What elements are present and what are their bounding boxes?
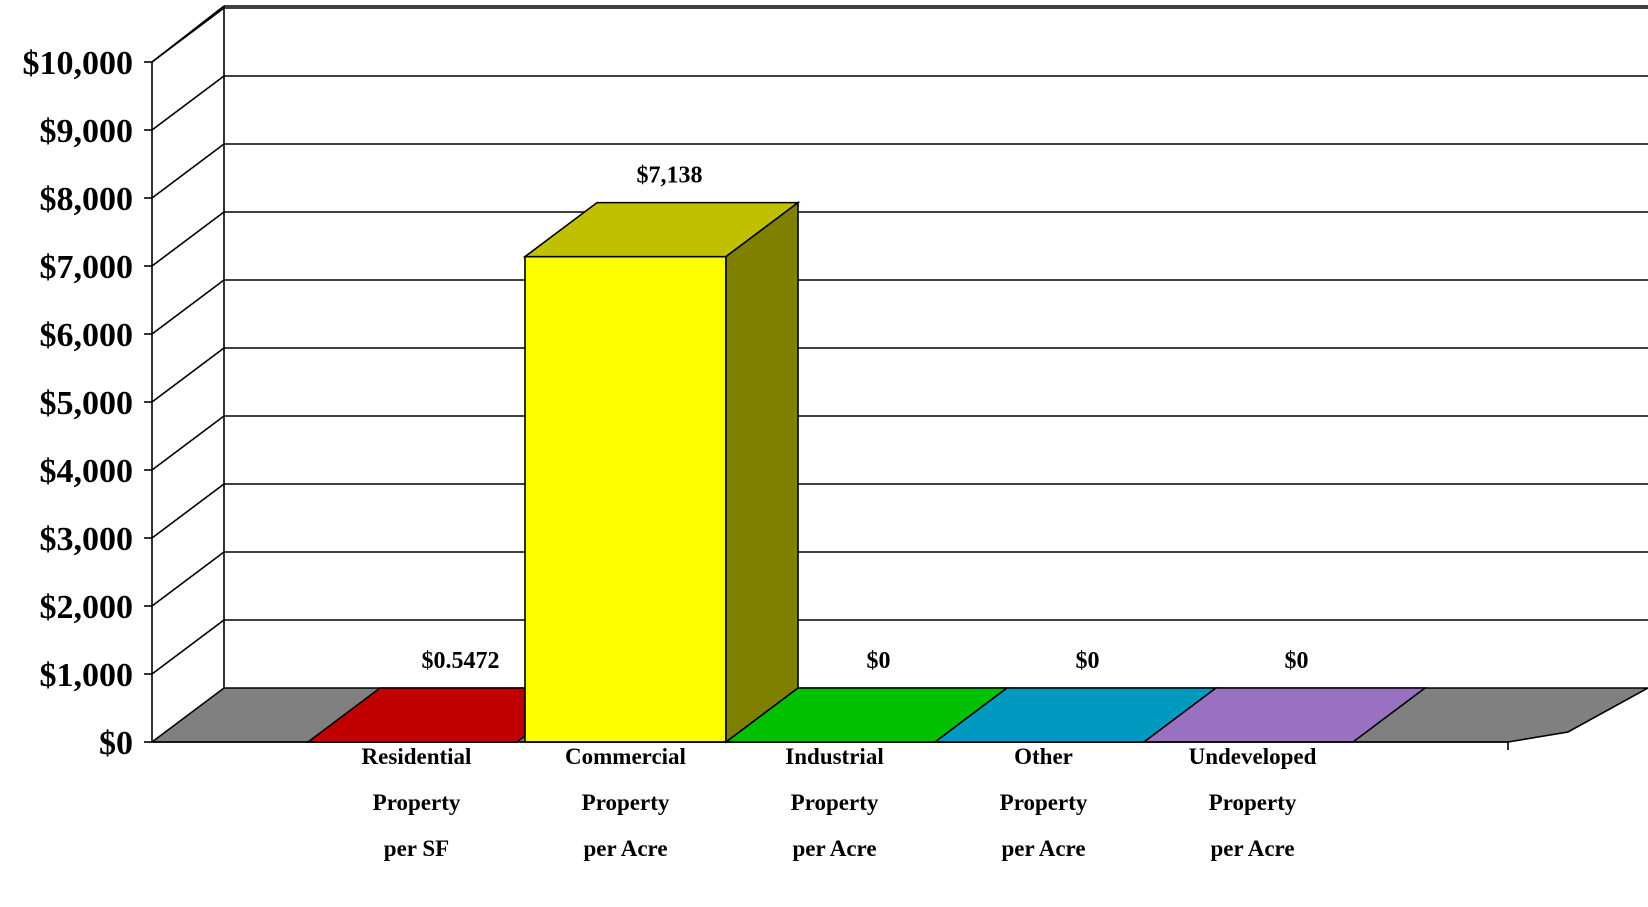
y-tick-label: $8,000 <box>40 181 134 218</box>
bars <box>305 201 1428 744</box>
y-tick-label: $0 <box>99 725 133 762</box>
data-label: $0.5472 <box>422 648 500 674</box>
category-label: Property <box>582 790 670 815</box>
side-wall-gridline <box>151 75 225 131</box>
side-wall-gridline <box>151 347 225 403</box>
category-label: per Acre <box>1210 836 1294 861</box>
y-tick-label: $3,000 <box>40 521 134 558</box>
y-tick-label: $5,000 <box>40 385 134 422</box>
y-tick-label: $1,000 <box>40 657 134 694</box>
side-wall-gridline <box>151 619 225 675</box>
data-label: $0 <box>867 648 891 674</box>
side-wall-gridline <box>151 211 225 267</box>
category-label: Property <box>791 790 879 815</box>
side-wall-gridline <box>151 415 225 471</box>
data-label: $7,138 <box>637 163 703 189</box>
y-tick-label: $9,000 <box>40 113 134 150</box>
y-tick-label: $6,000 <box>40 317 134 354</box>
category-label: Undeveloped <box>1189 744 1317 769</box>
data-label: $0 <box>1076 648 1100 674</box>
bar <box>524 255 727 743</box>
data-label: $0 <box>1285 648 1309 674</box>
y-tick-labels: $0 $1,000 $2,000 $3,000 $4,000 $5,000 $6,000 $7… <box>23 45 134 762</box>
data-labels: $0.5472 $7,138 $0 $0 $0 <box>422 163 1309 674</box>
side-wall-gridline <box>151 143 225 199</box>
category-label: per Acre <box>792 836 876 861</box>
gridlines <box>151 7 1648 675</box>
category-label: per Acre <box>1001 836 1085 861</box>
category-label: Property <box>1000 790 1088 815</box>
category-label: Other <box>1014 744 1073 769</box>
y-tick-label: $10,000 <box>23 45 134 82</box>
category-label: Industrial <box>785 744 883 769</box>
category-label: Residential <box>362 744 472 769</box>
category-label: per SF <box>384 836 449 861</box>
category-labels: Residential Property per SF Commercial Prope… <box>362 744 1317 861</box>
axes <box>144 5 1648 750</box>
category-label: Property <box>1209 790 1297 815</box>
bar-side <box>725 201 799 744</box>
side-wall-gridline <box>151 279 225 335</box>
y-tick-label: $4,000 <box>40 453 134 490</box>
category-label: per Acre <box>583 836 667 861</box>
category-label: Property <box>373 790 461 815</box>
category-label: Commercial <box>565 744 686 769</box>
y-tick-label: $2,000 <box>40 589 134 626</box>
side-wall-top-edge <box>151 5 225 63</box>
side-wall-gridline <box>151 483 225 539</box>
y-tick-label: $7,000 <box>40 249 134 286</box>
side-wall-gridline <box>151 551 225 607</box>
